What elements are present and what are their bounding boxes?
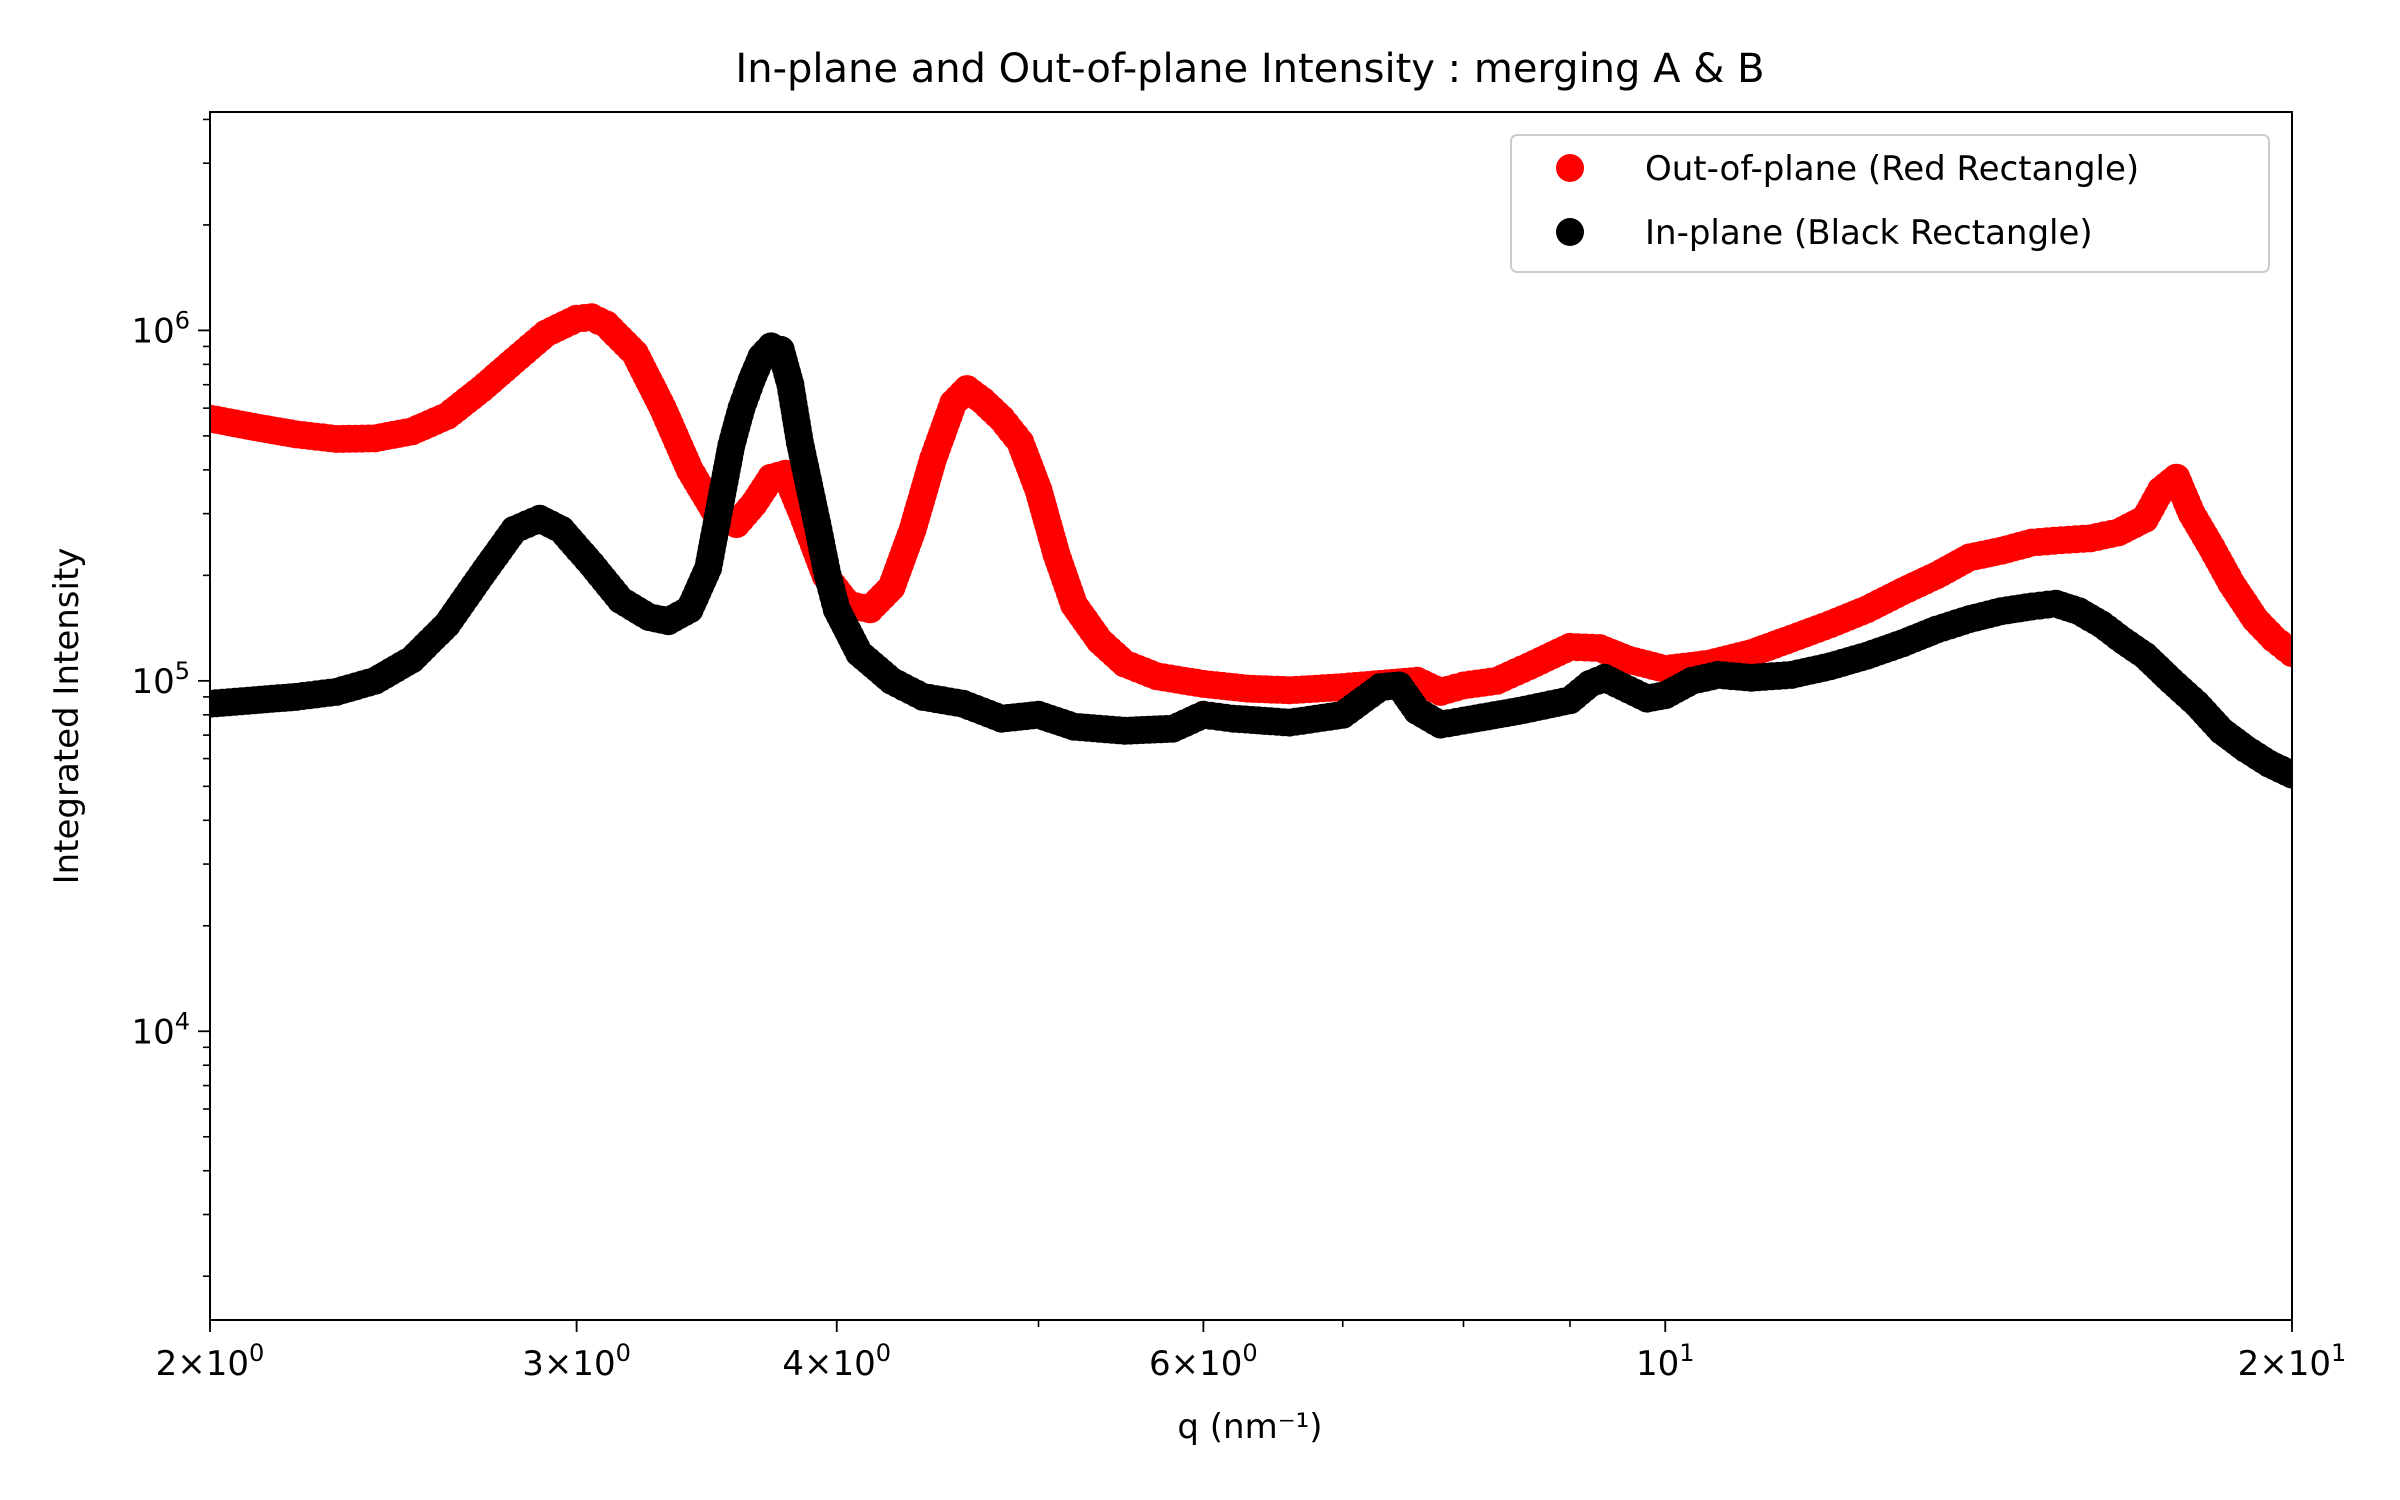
y-axis-label: Integrated Intensity — [47, 548, 87, 885]
legend-marker-out-of-plane — [1556, 154, 1584, 182]
data-point — [2278, 639, 2292, 668]
x-tick-label: 3×100 — [522, 1339, 631, 1384]
legend: Out-of-plane (Red Rectangle) In-plane (B… — [1510, 134, 2270, 273]
y-tick-label: 105 — [131, 657, 190, 702]
chart-title: In-plane and Out-of-plane Intensity : me… — [735, 46, 1764, 92]
series-layer — [210, 303, 2292, 789]
series-in-plane — [210, 332, 2292, 789]
legend-label-in-plane: In-plane (Black Rectangle) — [1645, 213, 2093, 253]
x-tick-label: 6×100 — [1149, 1339, 1258, 1384]
legend-marker-in-plane — [1556, 218, 1584, 246]
data-point — [2278, 760, 2292, 789]
x-tick-label: 2×100 — [156, 1339, 265, 1384]
x-axis-label: q (nm⁻¹) — [1177, 1407, 1322, 1447]
plot-area — [210, 303, 2292, 789]
x-tick-label: 4×100 — [782, 1339, 891, 1384]
legend-label-out-of-plane: Out-of-plane (Red Rectangle) — [1645, 149, 2139, 189]
y-tick-label: 106 — [131, 306, 190, 351]
x-tick-label: 101 — [1636, 1339, 1695, 1384]
plot-frame — [209, 111, 2293, 1321]
axes-ticks: 2×100 3×100 4×100 6×100 101 2×101 104 105 106 — [131, 118, 2347, 1384]
y-tick-label: 104 — [131, 1007, 190, 1052]
legend-box — [1510, 134, 2270, 273]
x-tick-label: 2×101 — [2238, 1339, 2347, 1384]
